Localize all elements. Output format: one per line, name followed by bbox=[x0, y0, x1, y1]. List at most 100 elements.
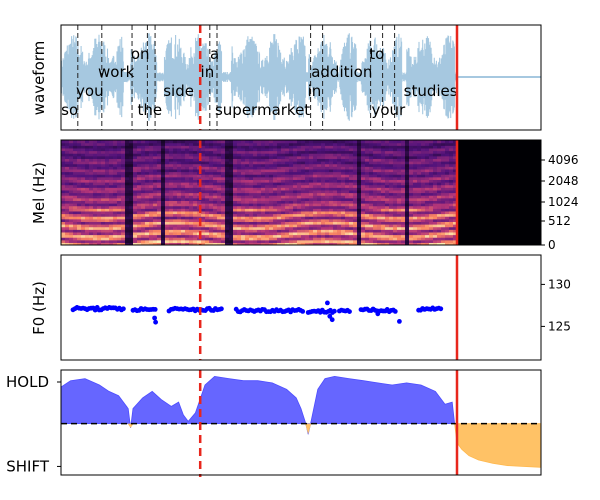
mel-cell bbox=[209, 239, 214, 243]
mel-cell bbox=[289, 153, 294, 157]
mel-cell bbox=[529, 150, 534, 154]
mel-cell bbox=[301, 158, 306, 162]
mel-cell bbox=[485, 221, 490, 225]
mel-cell bbox=[497, 189, 502, 194]
mel-cell bbox=[65, 153, 70, 157]
mel-cell bbox=[81, 189, 86, 194]
mel-cell bbox=[229, 234, 234, 238]
mel-cell bbox=[505, 237, 510, 241]
mel-cell bbox=[453, 205, 458, 209]
mel-cell bbox=[501, 197, 506, 201]
mel-cell bbox=[497, 184, 502, 188]
mel-cell bbox=[437, 239, 442, 243]
mel-cell bbox=[433, 145, 438, 149]
mel-cell bbox=[189, 200, 194, 204]
mel-cell bbox=[217, 239, 222, 243]
mel-cell bbox=[197, 213, 202, 217]
mel-cell bbox=[445, 182, 450, 186]
mel-cell bbox=[309, 153, 314, 157]
mel-cell bbox=[377, 192, 382, 196]
mel-cell bbox=[429, 163, 434, 167]
mel-cell bbox=[181, 168, 186, 173]
mel-cell bbox=[129, 155, 134, 159]
mel-cell bbox=[325, 192, 330, 196]
mel-cell bbox=[105, 197, 110, 201]
mel-cell bbox=[505, 161, 510, 165]
mel-cell bbox=[77, 195, 82, 199]
mel-cell bbox=[485, 155, 490, 159]
mel-cell bbox=[61, 189, 66, 194]
mel-cell bbox=[453, 203, 458, 207]
mel-cell bbox=[465, 174, 470, 178]
mel-cell bbox=[265, 221, 270, 225]
mel-cell bbox=[413, 218, 418, 222]
mel-cell bbox=[237, 192, 242, 196]
mel-cell bbox=[125, 195, 130, 199]
mel-cell bbox=[493, 218, 498, 222]
mel-cell bbox=[61, 234, 66, 238]
mel-cell bbox=[253, 195, 258, 199]
mel-cell bbox=[129, 189, 134, 194]
mel-cell bbox=[81, 176, 86, 180]
mel-cell bbox=[309, 218, 314, 222]
mel-cell bbox=[289, 147, 294, 152]
mel-cell bbox=[517, 224, 522, 228]
mel-cell bbox=[253, 147, 258, 152]
mel-cell bbox=[273, 192, 278, 196]
mel-cell bbox=[185, 197, 190, 201]
mel-cell bbox=[429, 189, 434, 194]
mel-cell bbox=[377, 171, 382, 175]
mel-cell bbox=[61, 221, 66, 225]
mel-cell bbox=[281, 242, 286, 245]
mel-cell bbox=[333, 192, 338, 196]
mel-cell bbox=[389, 218, 394, 222]
mel-cell bbox=[113, 163, 118, 167]
mel-cell bbox=[501, 189, 506, 194]
mel-cell bbox=[521, 179, 526, 183]
mel-cell bbox=[525, 174, 530, 178]
mel-cell bbox=[133, 192, 138, 196]
mel-cell bbox=[357, 210, 362, 215]
mel-cell bbox=[393, 203, 398, 207]
mel-cell bbox=[173, 184, 178, 188]
mel-cell bbox=[69, 195, 74, 199]
mel-cell bbox=[265, 140, 270, 144]
mel-cell bbox=[293, 174, 298, 178]
mel-cell bbox=[201, 140, 206, 144]
mel-cell bbox=[389, 153, 394, 157]
mel-cell bbox=[105, 150, 110, 154]
mel-cell bbox=[421, 197, 426, 201]
mel-cell bbox=[217, 187, 222, 191]
mel-cell bbox=[293, 205, 298, 209]
mel-cell bbox=[409, 218, 414, 222]
mel-cell bbox=[293, 234, 298, 238]
mel-cell bbox=[193, 195, 198, 199]
mel-cell bbox=[205, 218, 210, 222]
mel-cell bbox=[285, 142, 290, 146]
mel-cell bbox=[501, 174, 506, 178]
mel-cell bbox=[497, 182, 502, 186]
mel-cell bbox=[149, 213, 154, 217]
mel-cell bbox=[457, 176, 462, 180]
mel-cell bbox=[113, 205, 118, 209]
mel-cell bbox=[409, 155, 414, 159]
mel-cell bbox=[77, 168, 82, 173]
mel-cell bbox=[173, 163, 178, 167]
mel-cell bbox=[505, 197, 510, 201]
mel-cell bbox=[313, 145, 318, 149]
mel-cell bbox=[277, 205, 282, 209]
mel-cell bbox=[353, 182, 358, 186]
mel-cell bbox=[285, 208, 290, 212]
mel-cell bbox=[429, 226, 434, 230]
mel-cell bbox=[105, 158, 110, 162]
mel-cell bbox=[309, 221, 314, 225]
mel-cell bbox=[341, 163, 346, 167]
mel-cell bbox=[357, 189, 362, 194]
mel-cell bbox=[361, 150, 366, 154]
mel-cell bbox=[205, 229, 210, 233]
mel-cell bbox=[101, 174, 106, 178]
mel-cell bbox=[249, 161, 254, 165]
mel-cell bbox=[321, 168, 326, 173]
mel-cell bbox=[65, 218, 70, 222]
